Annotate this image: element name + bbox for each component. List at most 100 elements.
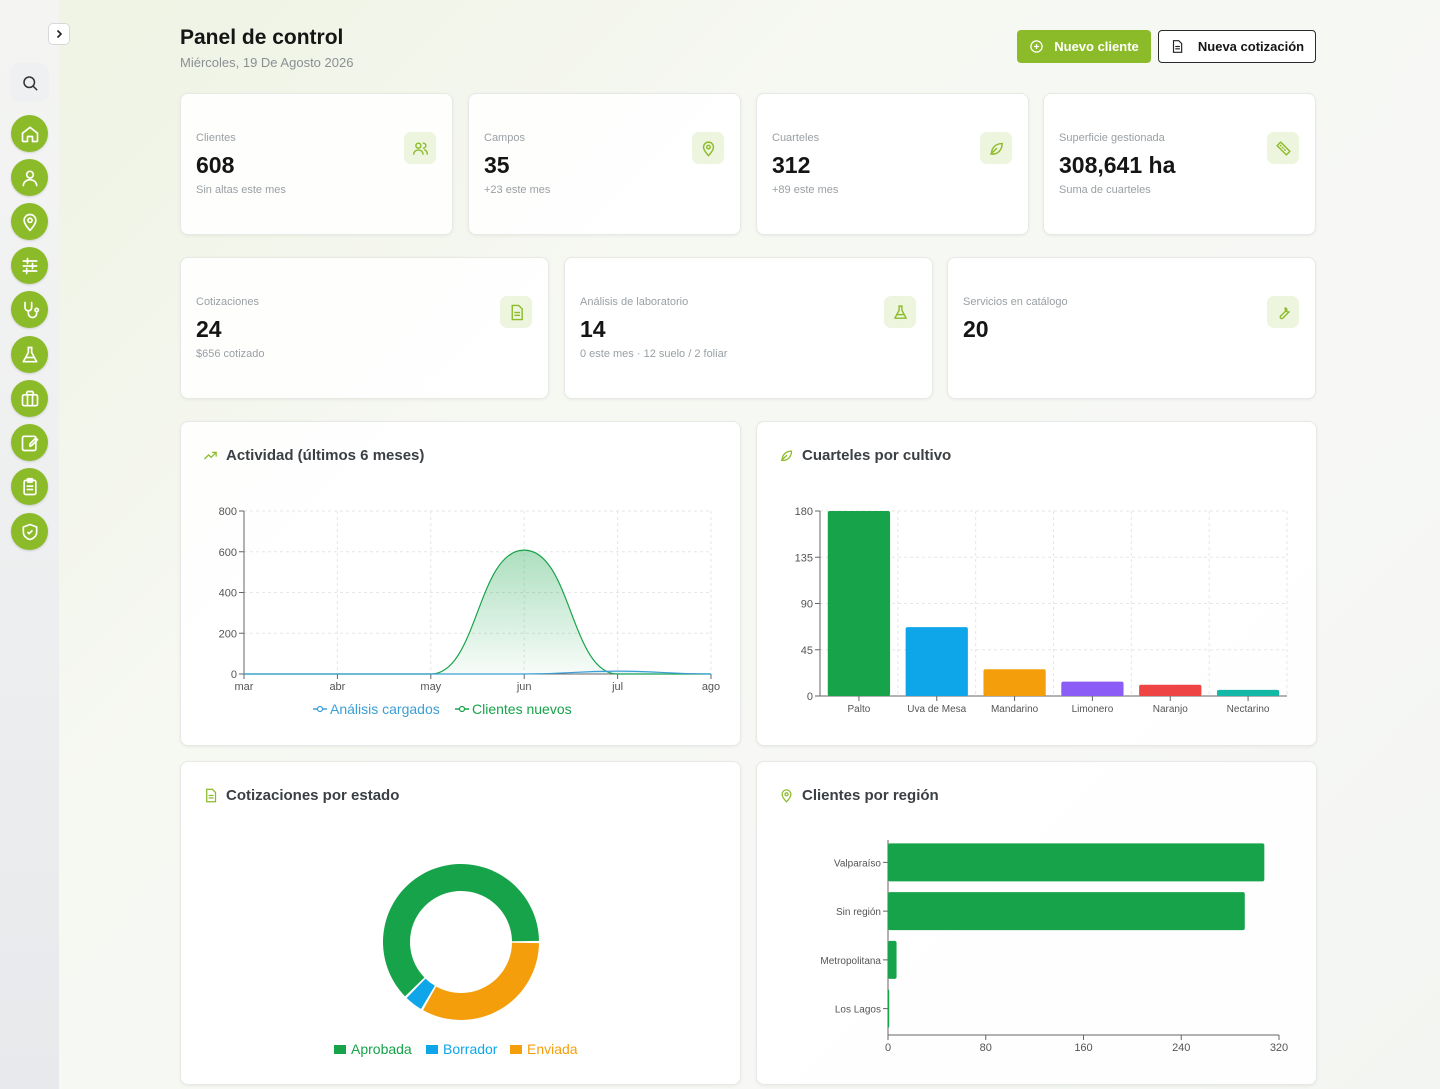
legend-label: Enviada bbox=[527, 1041, 578, 1057]
new-client-button[interactable]: Nuevo cliente bbox=[1017, 30, 1151, 63]
stat-label: Superficie gestionada bbox=[1059, 132, 1165, 144]
briefcase-icon bbox=[21, 390, 38, 406]
stat-card-quotes[interactable]: Cotizaciones 24 $656 cotizado bbox=[180, 257, 549, 399]
plus-circle-icon bbox=[1030, 40, 1043, 53]
series-line-analisis-cargados bbox=[244, 670, 712, 675]
nav-health[interactable] bbox=[11, 291, 48, 328]
bar-metropolitana bbox=[888, 940, 897, 979]
y-tick-label: 45 bbox=[801, 645, 813, 657]
y-tick-label: Valparaíso bbox=[834, 858, 882, 869]
stat-card-area[interactable]: Superficie gestionada 308,641 ha Suma de… bbox=[1043, 93, 1316, 235]
ruler-icon bbox=[1267, 132, 1299, 164]
x-tick-label: Naranjo bbox=[1153, 704, 1188, 715]
x-tick-label: jul bbox=[611, 681, 623, 693]
bar-naranjo bbox=[1139, 684, 1202, 696]
stat-card-services[interactable]: Servicios en catálogo 20 bbox=[947, 257, 1316, 399]
trending-up-icon bbox=[204, 451, 217, 460]
quotes-chart-panel: Cotizaciones por estado Aprobada Borrador… bbox=[180, 761, 741, 1085]
y-tick-label: 90 bbox=[801, 599, 813, 611]
search-icon bbox=[22, 75, 37, 90]
nav-fields[interactable] bbox=[11, 203, 48, 240]
stat-card-blocks[interactable]: Cuarteles 312 +89 este mes bbox=[756, 93, 1029, 235]
regions-chart-panel: Clientes por región 0 80 160 240 320 Valparaí… bbox=[756, 761, 1317, 1085]
stat-label: Análisis de laboratorio bbox=[580, 296, 689, 308]
sidebar-toggle-button[interactable] bbox=[48, 23, 70, 45]
crops-chart: 0 45 90 135 180 Palto Uva de Mesa Mandarino Limo… bbox=[795, 506, 1288, 715]
stat-label: Campos bbox=[484, 132, 525, 144]
x-tick-label: 0 bbox=[885, 1042, 891, 1054]
map-pin-icon bbox=[781, 789, 792, 803]
y-tick-label: 200 bbox=[219, 628, 237, 640]
stat-value: 608 bbox=[196, 152, 235, 178]
bar-los-lagos bbox=[888, 989, 890, 1028]
y-tick-label: 600 bbox=[219, 547, 237, 559]
regions-chart: 0 80 160 240 320 Valparaíso Sin región Metropol… bbox=[820, 840, 1288, 1054]
x-tick-label: Limonero bbox=[1072, 704, 1114, 715]
x-tick-label: abr bbox=[329, 681, 345, 693]
stat-value: 35 bbox=[484, 152, 510, 178]
nav-settings[interactable] bbox=[11, 247, 48, 284]
stat-card-fields[interactable]: Campos 35 +23 este mes bbox=[468, 93, 741, 235]
clipboard-icon bbox=[22, 477, 37, 495]
stat-sub: $656 cotizado bbox=[196, 348, 265, 360]
x-tick-label: 80 bbox=[980, 1042, 992, 1054]
y-tick-label: 180 bbox=[795, 506, 813, 518]
x-tick-label: Uva de Mesa bbox=[907, 704, 966, 715]
y-tick-label: Metropolitana bbox=[820, 956, 881, 967]
chevron-right-icon bbox=[56, 29, 63, 39]
legend-label: Aprobada bbox=[351, 1041, 412, 1057]
new-quote-label: Nueva cotización bbox=[1197, 39, 1305, 54]
y-tick-label: 135 bbox=[795, 552, 813, 564]
leaf-icon bbox=[780, 450, 793, 462]
stat-sub: +89 este mes bbox=[772, 184, 839, 196]
bar-mandarino bbox=[983, 669, 1046, 696]
nav-services[interactable] bbox=[11, 380, 48, 417]
stat-label: Servicios en catálogo bbox=[963, 296, 1068, 308]
new-quote-button[interactable]: Nueva cotización bbox=[1158, 30, 1316, 63]
stat-label: Cuarteles bbox=[772, 132, 820, 144]
x-tick-label: may bbox=[420, 681, 441, 693]
x-tick-label: Mandarino bbox=[991, 704, 1039, 715]
x-tick-label: ago bbox=[702, 681, 720, 693]
crops-title: Cuarteles por cultivo bbox=[802, 447, 952, 464]
legend-label: Clientes nuevos bbox=[472, 701, 572, 717]
document-icon bbox=[500, 296, 532, 328]
user-icon bbox=[22, 170, 38, 186]
nav-clients[interactable] bbox=[11, 159, 48, 196]
stethoscope-icon bbox=[23, 301, 39, 318]
sliders-icon bbox=[22, 257, 38, 274]
map-pin-icon bbox=[22, 213, 37, 232]
stat-card-clients[interactable]: Clientes 608 Sin altas este mes bbox=[180, 93, 453, 235]
flask-icon bbox=[884, 296, 916, 328]
quotes-chart: Aprobada Borrador Enviada bbox=[334, 864, 578, 1057]
activity-chart: 0 200 400 600 800 mar abr may jun jul ago Análisis … bbox=[219, 506, 721, 717]
leaf-icon bbox=[980, 132, 1012, 164]
legend-label: Análisis cargados bbox=[330, 701, 440, 717]
nav-reports[interactable] bbox=[11, 468, 48, 505]
nav-lab[interactable] bbox=[11, 336, 48, 373]
y-tick-label: Sin región bbox=[836, 907, 881, 918]
stat-card-lab[interactable]: Análisis de laboratorio 14 0 este mes · … bbox=[564, 257, 933, 399]
map-pin-icon bbox=[692, 132, 724, 164]
crops-chart-panel: Cuarteles por cultivo 0 45 90 135 180 Palto Uv… bbox=[756, 421, 1317, 746]
quotes-title: Cotizaciones por estado bbox=[226, 787, 400, 804]
home-icon bbox=[21, 126, 38, 142]
nav-quotes[interactable] bbox=[11, 424, 48, 461]
nav-security[interactable] bbox=[11, 513, 48, 550]
bar-nectarino bbox=[1216, 689, 1280, 696]
nav-home[interactable] bbox=[11, 115, 48, 152]
x-tick-label: Palto bbox=[848, 704, 871, 715]
search-button[interactable] bbox=[10, 63, 49, 102]
document-icon bbox=[1172, 40, 1183, 53]
y-tick-label: 0 bbox=[231, 669, 237, 681]
x-tick-label: jun bbox=[516, 681, 532, 693]
legend-swatch bbox=[334, 1045, 346, 1054]
stat-value: 308,641 ha bbox=[1059, 152, 1176, 178]
bar-palto bbox=[827, 511, 891, 696]
activity-chart-panel: Actividad (últimos 6 meses) 0 200 400 600 80… bbox=[180, 421, 741, 746]
bar-sin-región bbox=[888, 892, 1245, 931]
stat-value: 312 bbox=[772, 152, 811, 178]
activity-title: Actividad (últimos 6 meses) bbox=[226, 447, 425, 464]
users-icon bbox=[404, 132, 436, 164]
y-tick-label: 400 bbox=[219, 588, 237, 600]
